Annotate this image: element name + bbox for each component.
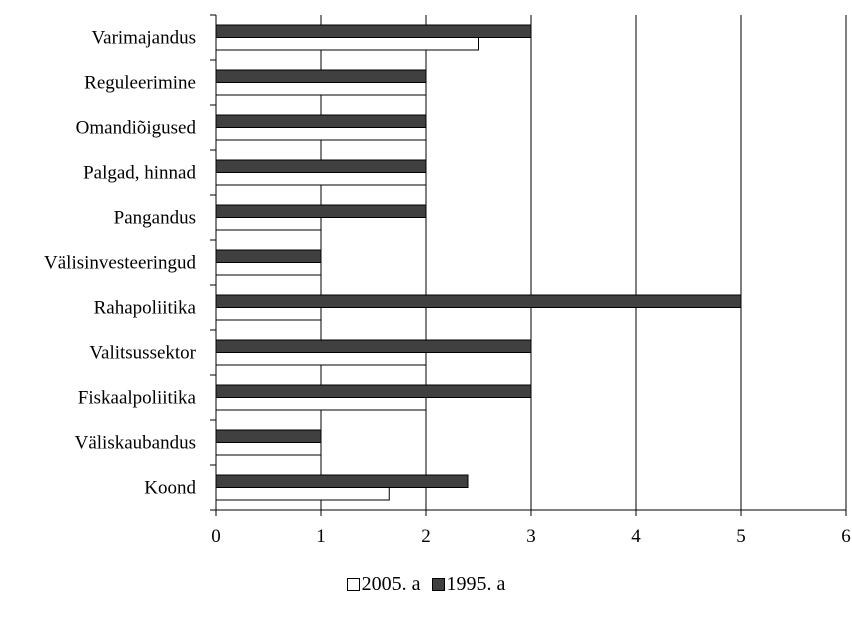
- category-label-valitsussektor: Valitsussektor: [89, 343, 196, 364]
- category-label-fiskaalpoliitika: Fiskaalpoliitika: [78, 388, 197, 409]
- x-tick-label-3: 3: [526, 526, 536, 547]
- category-label-valisinvesteeringud: Välisinvesteeringud: [44, 253, 196, 274]
- category-label-valiskaubandus: Väliskaubandus: [75, 433, 196, 454]
- bar-2005-a-valisinvesteeringud: [215, 262, 322, 276]
- legend-swatch-2005: [346, 577, 360, 591]
- bar-2005-a-valiskaubandus: [215, 442, 322, 456]
- category-label-palgad-hinnad: Palgad, hinnad: [83, 163, 196, 184]
- legend-label-1995: 1995. a: [446, 573, 506, 595]
- bar-1995-a-palgad-hinnad: [215, 159, 427, 173]
- category-label-koond: Koond: [144, 478, 196, 499]
- category-label-pangandus: Pangandus: [114, 208, 196, 229]
- x-tick-label-5: 5: [736, 526, 746, 547]
- bar-2005-a-fiskaalpoliitika: [215, 397, 427, 411]
- legend-swatch-1995: [431, 577, 445, 591]
- bar-2005-a-valitsussektor: [215, 352, 427, 366]
- bar-1995-a-varimajandus: [215, 24, 532, 38]
- category-label-rahapoliitika: Rahapoliitika: [94, 298, 197, 319]
- x-tick-label-0: 0: [211, 526, 221, 547]
- legend-item-2005: 2005. a: [346, 572, 421, 596]
- legend-item-1995: 1995. a: [431, 572, 506, 596]
- x-tick-label-6: 6: [841, 526, 851, 547]
- bar-1995-a-omandioigused: [215, 114, 427, 128]
- bar-2005-a-pangandus: [215, 217, 322, 231]
- bar-1995-a-valitsussektor: [215, 339, 532, 353]
- legend: 2005. a 1995. a: [0, 572, 852, 597]
- bar-2005-a-varimajandus: [215, 37, 479, 51]
- category-label-varimajandus: Varimajandus: [92, 28, 196, 49]
- x-tick-label-1: 1: [316, 526, 326, 547]
- bar-1995-a-valiskaubandus: [215, 429, 322, 443]
- legend-label-2005: 2005. a: [361, 573, 421, 595]
- category-label-reguleerimine: Reguleerimine: [84, 73, 196, 94]
- bar-2005-a-reguleerimine: [215, 82, 427, 96]
- bar-2005-a-palgad-hinnad: [215, 172, 427, 186]
- bar-2005-a-koond: [215, 487, 390, 501]
- bar-1995-a-rahapoliitika: [215, 294, 742, 308]
- bar-2005-a-rahapoliitika: [215, 307, 322, 321]
- x-tick-label-4: 4: [631, 526, 641, 547]
- bar-2005-a-omandioigused: [215, 127, 427, 141]
- bar-1995-a-fiskaalpoliitika: [215, 384, 532, 398]
- bar-1995-a-valisinvesteeringud: [215, 249, 322, 263]
- bar-1995-a-koond: [215, 474, 469, 488]
- x-tick-label-2: 2: [421, 526, 431, 547]
- bar-1995-a-pangandus: [215, 204, 427, 218]
- bar-1995-a-reguleerimine: [215, 69, 427, 83]
- category-label-omandioigused: Omandiõigused: [76, 118, 197, 139]
